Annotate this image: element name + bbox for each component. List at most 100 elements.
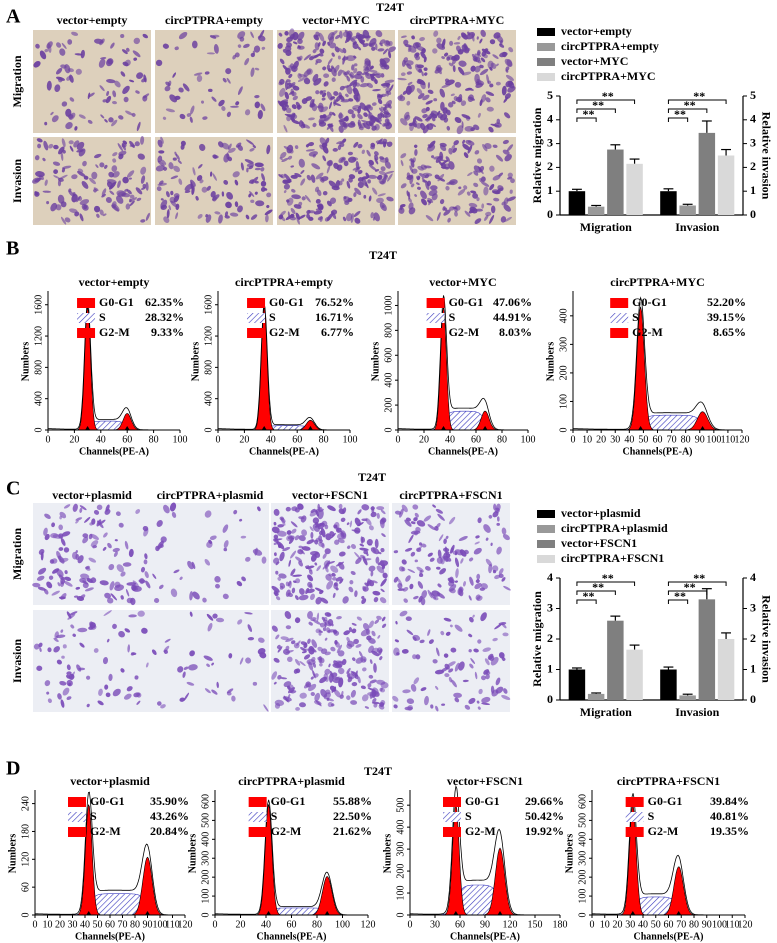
column-label: circPTPRA+FSCN1 [399, 488, 502, 502]
cell [173, 193, 180, 199]
cell [308, 117, 315, 121]
cell [303, 683, 310, 689]
cell [372, 580, 378, 584]
cell [296, 56, 302, 61]
cell [206, 185, 211, 191]
cell [422, 124, 430, 134]
cell [254, 191, 258, 195]
cell [88, 533, 93, 540]
panel-label: B [6, 238, 19, 260]
panel-title: T24T [369, 248, 397, 262]
cell [442, 107, 448, 115]
cell [134, 675, 139, 680]
cell [273, 534, 279, 540]
cell [279, 551, 285, 562]
cell [353, 63, 358, 67]
cell [254, 167, 261, 171]
cell [63, 580, 73, 587]
legend-swatch [537, 43, 555, 51]
cell [375, 43, 378, 51]
y-tick-label: 120 [20, 852, 31, 867]
cell [42, 190, 52, 193]
cell [237, 205, 243, 213]
cell [465, 139, 475, 146]
cell [140, 566, 146, 573]
y-tick-label: 100 [577, 889, 588, 904]
cell [410, 551, 416, 557]
cell [127, 644, 131, 653]
cell [44, 680, 51, 687]
cell [291, 104, 297, 110]
cell [160, 159, 167, 165]
cell [106, 90, 110, 97]
cell [100, 114, 105, 119]
y2-tick-label: 1 [750, 183, 756, 197]
cell [69, 611, 78, 616]
cell [417, 581, 424, 589]
cell [162, 43, 169, 49]
cell [481, 50, 487, 57]
cell [273, 657, 280, 663]
x-tick-label: 100 [706, 434, 721, 445]
cell [106, 179, 117, 184]
cell [449, 624, 453, 628]
x-tick-label: 100 [335, 919, 350, 930]
cell [470, 65, 476, 72]
cell [505, 66, 510, 71]
cell [79, 507, 83, 513]
cell [373, 663, 377, 673]
cell [61, 138, 66, 148]
cell [129, 194, 135, 199]
total-outline [35, 791, 185, 916]
cell [385, 170, 395, 174]
cell [46, 80, 52, 91]
cell [70, 624, 75, 629]
cell [408, 202, 414, 210]
cell [405, 575, 411, 582]
cell [260, 180, 267, 187]
cell [359, 82, 369, 88]
cell [337, 538, 345, 544]
cell [291, 587, 296, 594]
cell [328, 36, 335, 44]
cell [381, 533, 386, 538]
cell [283, 107, 287, 112]
legend-value: 8.65% [713, 325, 746, 339]
y-tick-label: 800 [203, 360, 214, 375]
y-tick-label: 0 [33, 428, 44, 433]
cell [476, 51, 481, 56]
cell [311, 656, 316, 662]
cell [436, 37, 442, 44]
cell [78, 667, 86, 671]
cell [89, 621, 94, 627]
cell [423, 515, 432, 522]
cell [453, 206, 458, 213]
x-tick-label: 20 [239, 434, 249, 445]
cell [349, 520, 353, 528]
chart-title: circPTPRA+empty [235, 275, 333, 289]
cell [140, 219, 146, 223]
cell [110, 593, 118, 601]
cell [266, 192, 272, 198]
cell [249, 191, 255, 197]
cell [197, 213, 203, 219]
cell [325, 566, 329, 573]
y-tick-label: 300 [395, 842, 406, 857]
cell [360, 629, 370, 637]
x-axis-label: Channels(PE-A) [75, 931, 145, 942]
cell [228, 147, 236, 154]
cell [343, 160, 349, 167]
cell [244, 109, 251, 116]
peak-marker [676, 911, 682, 915]
cell [463, 185, 468, 190]
cell [361, 119, 368, 123]
cell [501, 85, 507, 96]
cell [321, 97, 326, 101]
cell [351, 64, 355, 71]
panel-label: D [6, 758, 20, 780]
cell [353, 210, 361, 217]
bar [660, 191, 677, 215]
cell [464, 45, 468, 51]
cell [395, 620, 398, 625]
cell [422, 113, 428, 119]
